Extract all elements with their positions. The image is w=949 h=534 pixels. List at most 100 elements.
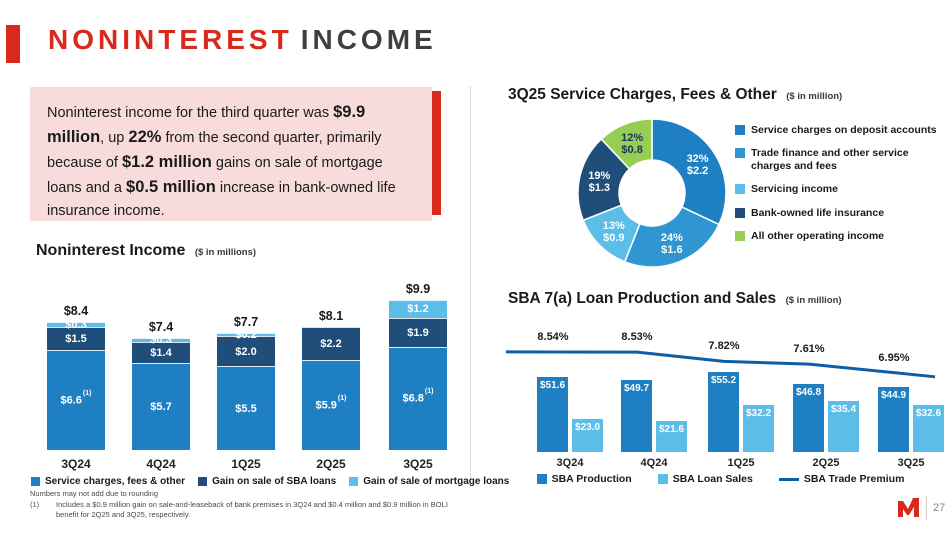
sba-loan-sales-bar: $21.6 <box>656 420 687 452</box>
legend-label: Servicing income <box>751 183 838 196</box>
footnote-text: Includes a $0.9 million gain on sale-and… <box>56 500 448 520</box>
donut-slice <box>600 118 653 171</box>
legend-label: Service charges on deposit accounts <box>751 124 937 136</box>
bar-value-label: $49.7 <box>623 382 650 394</box>
bar-segment-label: $2.2 <box>320 338 342 351</box>
bar-segment-label: $1.4 <box>150 347 172 360</box>
x-axis-label: 3Q24 <box>556 457 584 469</box>
bar-value-label: $46.8 <box>795 387 822 399</box>
sba-production-bar: $44.9 <box>878 386 909 452</box>
callout-bold-value: 22% <box>128 128 162 147</box>
page-title-dark: INCOME <box>300 24 437 55</box>
bar-segment: $6.8(1) <box>389 346 447 450</box>
sba-loan-sales-bar: $23.0 <box>572 418 603 452</box>
donut-chart-heading: 3Q25 Service Charges, Fees & Other ($ in… <box>508 86 842 104</box>
bar-segment-label: $0.2 <box>235 328 257 341</box>
donut-slice-label: 19% $1.3 <box>588 170 610 194</box>
legend-item: SBA Loan Sales <box>657 473 753 485</box>
trade-premium-label: 8.53% <box>621 331 653 344</box>
bar-segment: $0.3 <box>47 319 105 331</box>
callout-text-segment: gains on sale of mortgage loans and a <box>47 155 383 197</box>
sba-production-bar: $49.7 <box>621 379 652 452</box>
x-axis-label: 2Q25 <box>812 457 840 469</box>
bar-segment-label: $5.5 <box>235 402 257 415</box>
legend-color-swatch <box>198 477 208 486</box>
legend-label: Gain of sale of mortgage loans <box>363 476 510 487</box>
red-accent-bar-right <box>432 91 441 215</box>
legend-color-swatch <box>349 477 359 486</box>
x-axis-label: 3Q25 <box>897 457 925 469</box>
noninterest-income-chart: $6.6(1) $1.5 $0.3 $8.4 3Q24 $5.7 $1.4 $0.3 $7.4 4… <box>30 266 462 472</box>
bar-value-label: $44.9 <box>880 389 907 401</box>
x-axis-label: 3Q24 <box>61 457 91 471</box>
sba-chart-title: SBA 7(a) Loan Production and Sales <box>508 290 777 307</box>
footnote-rounding: Numbers may not add due to rounding <box>30 489 158 498</box>
sba-loan-sales-bar: $32.6 <box>913 404 944 452</box>
donut-slice <box>651 118 727 226</box>
donut-slice <box>623 206 720 268</box>
callout-text-segment: from the second quarter, primarily becau… <box>47 130 382 172</box>
bar-segment-label: $0.3 <box>65 319 87 332</box>
trade-premium-label: 6.95% <box>878 351 910 364</box>
red-accent-bar <box>6 25 20 63</box>
x-axis-label: 4Q24 <box>146 457 176 471</box>
footnote-1: (1) Includes a $0.9 million gain on sale… <box>30 500 460 520</box>
service-charges-donut: 32% $2.2 24% $1.6 13% $0.9 19% $1.3 12% $0.8 <box>577 118 727 268</box>
bar-segment-label: $1.5 <box>65 332 87 345</box>
bar-total-label: $7.7 <box>233 314 259 329</box>
legend-item: SBA Production <box>536 473 632 485</box>
bar-segment: $5.9(1) <box>302 360 360 450</box>
legend-label: Gain on sale of SBA loans <box>212 476 337 487</box>
bar-segment: $6.6(1) <box>47 349 105 450</box>
legend-color-swatch <box>735 184 745 195</box>
bar-segment: $2.2 <box>302 326 360 361</box>
bar-segment: $1.9 <box>389 317 447 347</box>
bar-total-label: $8.4 <box>63 304 89 319</box>
bar-total-label: $9.9 <box>405 281 431 296</box>
callout-bold-value: $0.5 million <box>126 178 216 197</box>
donut-slice-label: 32% $2.2 <box>687 153 709 177</box>
donut-slice-label: 13% $0.9 <box>603 220 625 244</box>
footnotes: Numbers may not add due to rounding (1) … <box>30 489 460 520</box>
legend-color-swatch <box>536 474 547 484</box>
bar-segment-label: $2.0 <box>235 345 257 358</box>
sba-loan-sales-bar: $32.2 <box>743 405 774 452</box>
sba-legend: SBA Production SBA Loan Sales SBA Trade Pr… <box>498 473 943 485</box>
bar-value-label: $32.2 <box>745 408 772 420</box>
legend-item: SBA Trade Premium <box>778 473 904 485</box>
bar-segment: $2.0 <box>217 336 275 367</box>
sba-loan-sales-bar: $35.4 <box>828 400 859 452</box>
noninterest-chart-heading: Noninterest Income ($ in millions) <box>36 242 256 260</box>
bar-segment: $5.7 <box>132 363 190 450</box>
column-divider <box>470 86 471 478</box>
noninterest-chart-subtitle: ($ in millions) <box>194 247 257 258</box>
legend-item: Service charges, fees & other <box>31 476 185 487</box>
bar-value-label: $21.6 <box>658 423 685 435</box>
sba-chart-subtitle: ($ in million) <box>785 295 842 306</box>
donut-slice-label: 24% $1.6 <box>661 232 683 256</box>
footnote-marker: (1) <box>30 500 40 509</box>
bar-total-label: $7.4 <box>148 319 174 334</box>
legend-color-swatch <box>31 477 40 486</box>
bar-segment-label: $1.2 <box>407 303 429 316</box>
legend-color-swatch <box>735 207 745 218</box>
bar-segment-label: $6.8(1) <box>402 388 434 406</box>
legend-item: Trade finance and other service charges … <box>735 147 943 173</box>
bar-segment: $0.3 <box>132 334 190 346</box>
page-title-red: NONINTEREST <box>48 24 293 55</box>
donut-chart-subtitle: ($ in million) <box>786 91 843 102</box>
hanmi-logo-icon <box>898 498 919 517</box>
sba-production-bar: $46.8 <box>793 384 824 452</box>
legend-color-swatch <box>735 125 745 135</box>
legend-color-swatch <box>657 474 668 484</box>
noninterest-chart-title: Noninterest Income <box>36 242 186 259</box>
legend-color-swatch <box>735 148 745 159</box>
legend-label: SBA Loan Sales <box>672 473 753 485</box>
callout-bold-value: $1.2 million <box>121 153 212 172</box>
legend-item: Service charges on deposit accounts <box>735 124 943 137</box>
legend-item: Gain of sale of mortgage loans <box>349 476 509 487</box>
trade-premium-label: 8.54% <box>537 331 569 343</box>
legend-label: All other operating income <box>751 229 885 242</box>
page-number: 27 <box>933 502 946 514</box>
